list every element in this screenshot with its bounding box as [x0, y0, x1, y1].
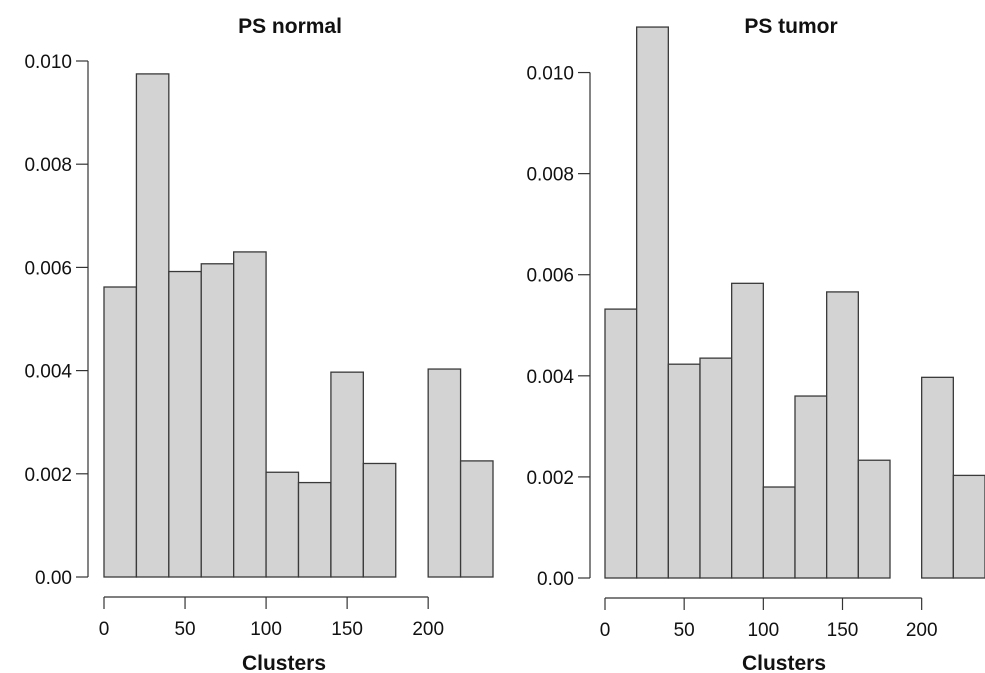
histogram-bar: [604, 308, 638, 579]
y-tick-label: 0.010: [24, 52, 72, 73]
histogram-bar: [427, 368, 462, 578]
y-tick-label: 0.00: [35, 568, 72, 589]
y-tick-label: 0.004: [24, 362, 72, 383]
x-tick-label: 0: [99, 619, 110, 640]
histogram-bar: [952, 474, 985, 579]
chart-title: PS tumor: [744, 15, 837, 38]
x-axis-label: Clusters: [242, 652, 326, 673]
histogram-bar: [330, 371, 364, 578]
y-tick-label: 0.004: [526, 367, 574, 388]
x-tick-label: 150: [827, 620, 859, 641]
histogram-bar: [794, 395, 828, 579]
histogram-bar: [233, 251, 267, 578]
histogram-bar: [826, 291, 859, 579]
histogram-bar: [362, 462, 397, 578]
chart-title: PS normal: [238, 15, 342, 38]
histogram-bar: [168, 270, 202, 578]
x-tick-label: 100: [747, 620, 779, 641]
panel-ps-normal: PS normal Clusters 0.00 0.002 0.004 0.006 0.…: [24, 15, 494, 673]
x-tick-label: 100: [250, 619, 282, 640]
x-tick-label: 0: [600, 620, 611, 641]
y-tick-label: 0.006: [526, 266, 574, 287]
x-tick-label: 150: [331, 619, 363, 640]
histogram-bar: [857, 459, 891, 579]
x-axis-label: Clusters: [742, 652, 826, 673]
histogram-bar: [699, 357, 733, 579]
y-tick-label: 0.006: [24, 258, 72, 279]
histogram-bar: [103, 286, 138, 578]
histogram-bar: [921, 376, 954, 579]
histogram-bar: [636, 26, 669, 579]
histogram-bar: [297, 481, 332, 578]
histogram-bar: [135, 73, 170, 578]
y-tick-label: 0.008: [526, 165, 574, 186]
x-tick-label: 200: [906, 620, 938, 641]
histogram-bar: [731, 282, 764, 579]
x-tick-label: 50: [174, 619, 195, 640]
histogram-bar: [265, 471, 300, 578]
x-tick-label: 50: [674, 620, 695, 641]
y-tick-label: 0.002: [526, 468, 574, 489]
histogram-bar: [459, 460, 494, 578]
histogram-bar: [667, 363, 701, 579]
histogram-bar: [762, 486, 796, 579]
y-tick-label: 0.010: [526, 64, 574, 85]
y-tick-label: 0.008: [24, 155, 72, 176]
panel-ps-tumor: PS tumor Clusters 0.00 0.002 0.004 0.006 0.0…: [526, 15, 985, 673]
y-tick-label: 0.002: [24, 465, 72, 486]
histogram-bar: [200, 263, 235, 578]
y-tick-label: 0.00: [537, 569, 574, 590]
x-tick-label: 200: [412, 619, 444, 640]
